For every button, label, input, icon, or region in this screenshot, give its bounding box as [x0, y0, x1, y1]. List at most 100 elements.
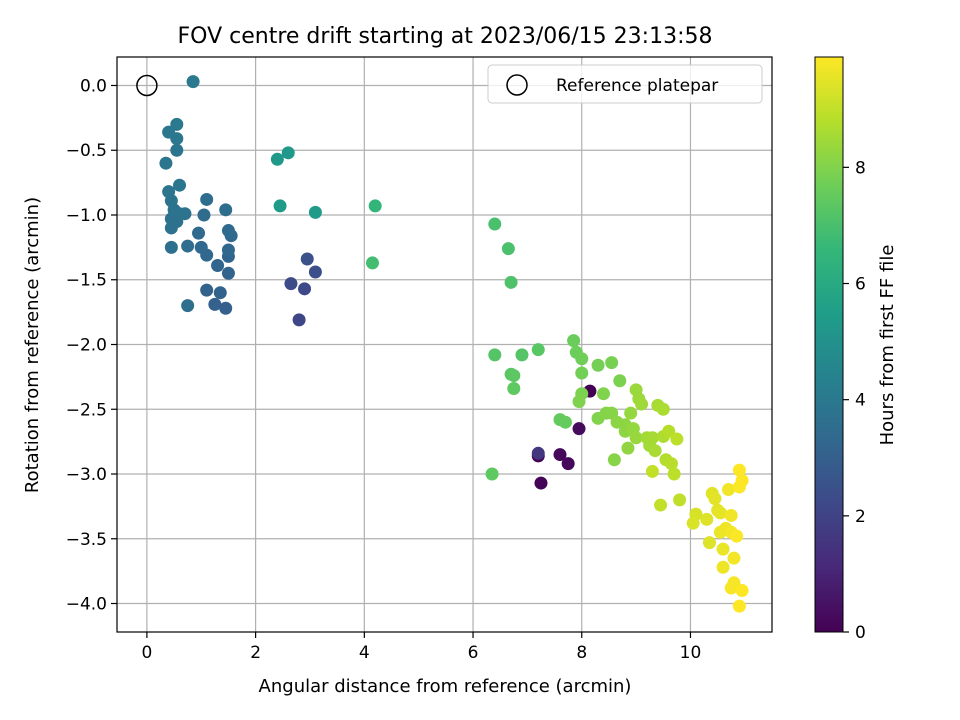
data-point: [368, 199, 382, 213]
colorbar-tick-label: 6: [855, 275, 866, 295]
data-point: [645, 431, 659, 445]
data-point: [716, 542, 730, 556]
x-tick-label: 2: [250, 643, 261, 663]
data-point: [173, 178, 187, 192]
data-point: [667, 467, 681, 481]
data-point: [221, 243, 235, 257]
colorbar-tick-label: 8: [855, 158, 866, 178]
data-point: [670, 432, 684, 446]
data-point: [654, 498, 668, 512]
data-point: [219, 203, 233, 217]
x-tick-label: 0: [141, 643, 152, 663]
data-point: [702, 536, 716, 550]
x-axis-ticks: 0 2 4 6 8 10: [141, 632, 701, 663]
data-point: [211, 259, 225, 273]
data-point: [534, 476, 548, 490]
data-point: [732, 463, 746, 477]
data-point: [553, 448, 567, 462]
x-tick-label: 8: [576, 643, 587, 663]
data-point: [613, 374, 627, 388]
legend-marker-icon: [506, 74, 528, 96]
data-point: [575, 366, 589, 380]
data-point: [686, 516, 700, 530]
data-point: [629, 431, 643, 445]
data-point: [200, 283, 214, 297]
data-point: [221, 266, 235, 280]
data-point: [673, 493, 687, 507]
data-point: [270, 152, 284, 166]
data-point: [621, 441, 635, 455]
data-point: [194, 240, 208, 254]
data-point: [488, 217, 502, 231]
data-point: [485, 467, 499, 481]
data-point: [507, 369, 521, 383]
data-point: [531, 343, 545, 357]
data-point: [572, 422, 586, 436]
data-point: [504, 275, 518, 289]
colorbar-label: Hours from first FF file: [877, 245, 898, 446]
data-point: [308, 265, 322, 279]
data-point: [635, 397, 649, 411]
data-point: [197, 208, 211, 222]
colorbar: [814, 56, 844, 633]
data-point: [708, 492, 722, 506]
colorbar-tick-label: 4: [855, 391, 866, 411]
data-point: [488, 348, 502, 362]
data-point: [648, 444, 662, 458]
data-point: [605, 356, 619, 370]
data-point: [281, 146, 295, 160]
data-point: [735, 584, 749, 598]
data-point: [722, 483, 736, 497]
data-point: [192, 226, 206, 240]
data-point: [724, 581, 738, 595]
data-point: [567, 334, 581, 348]
data-point: [716, 560, 730, 574]
data-point: [159, 156, 173, 170]
y-axis-ticks: 0.0 −0.5 −1.0 −1.5 −2.0 −2.5 −3.0 −3.5 −4.0: [66, 76, 117, 615]
data-point: [186, 75, 200, 89]
data-point: [162, 125, 176, 139]
data-point: [558, 415, 572, 429]
y-tick-label: 0.0: [80, 76, 107, 96]
data-point: [300, 252, 314, 266]
data-point: [507, 382, 521, 396]
data-point: [700, 512, 714, 526]
x-tick-label: 4: [359, 643, 370, 663]
data-point: [221, 224, 235, 238]
data-point: [607, 453, 621, 467]
data-point: [624, 406, 638, 420]
data-point: [727, 551, 741, 565]
data-point: [219, 301, 233, 315]
reference-marker: [136, 74, 158, 97]
data-point: [596, 387, 610, 401]
data-point: [515, 348, 529, 362]
chart-title: FOV centre drift starting at 2023/06/15 …: [178, 24, 713, 49]
colorbar-tick-label: 2: [855, 507, 866, 527]
data-point: [575, 352, 589, 366]
data-point: [501, 242, 515, 256]
data-point: [170, 117, 184, 131]
data-point: [164, 240, 178, 254]
data-point: [178, 207, 192, 221]
y-tick-label: −1.5: [66, 271, 107, 291]
y-tick-label: −0.5: [66, 141, 107, 161]
x-axis-label: Angular distance from reference (arcmin): [259, 676, 632, 697]
data-point: [735, 473, 749, 487]
data-point: [208, 297, 222, 311]
data-point: [724, 508, 738, 522]
data-point: [664, 457, 678, 471]
data-point: [181, 299, 195, 313]
data-point: [713, 506, 727, 520]
data-point: [732, 599, 746, 613]
legend: Reference platepar: [487, 64, 763, 104]
y-tick-label: −1.0: [66, 206, 107, 226]
data-point: [213, 286, 227, 300]
x-tick-label: 10: [680, 643, 702, 663]
data-point: [170, 143, 184, 157]
data-point: [181, 239, 195, 253]
data-point: [591, 358, 605, 372]
data-point: [308, 205, 322, 219]
y-tick-label: −3.0: [66, 465, 107, 485]
data-point: [645, 464, 659, 478]
